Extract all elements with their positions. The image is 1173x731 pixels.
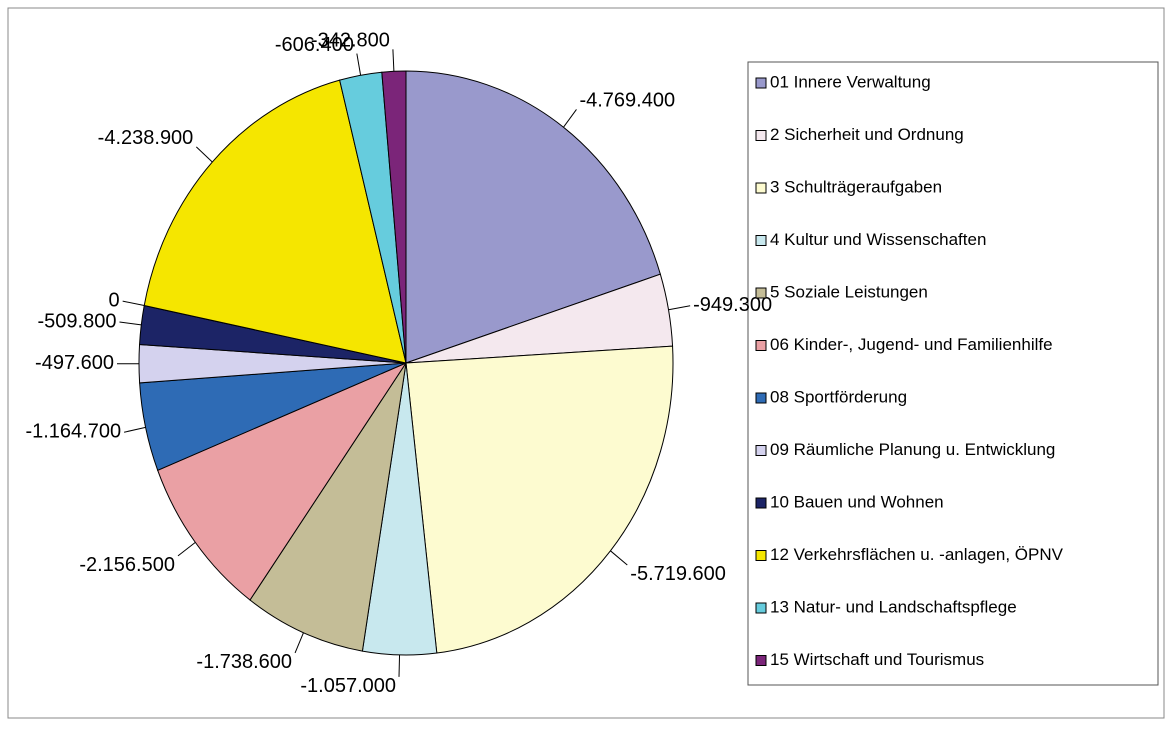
legend-swatch bbox=[756, 236, 766, 246]
legend-label: 09 Räumliche Planung u. Entwicklung bbox=[770, 440, 1055, 459]
legend-label: 13 Natur- und Landschaftspflege bbox=[770, 597, 1017, 616]
legend-label: 12 Verkehrsflächen u. -anlagen, ÖPNV bbox=[770, 545, 1064, 564]
legend-label: 2 Sicherheit und Ordnung bbox=[770, 125, 964, 144]
data-label: -342.800 bbox=[311, 30, 390, 52]
legend-swatch bbox=[756, 78, 766, 88]
legend-swatch bbox=[756, 183, 766, 193]
legend-label: 5 Soziale Leistungen bbox=[770, 282, 928, 301]
data-label: -4.238.900 bbox=[98, 127, 194, 149]
data-label: -1.738.600 bbox=[196, 651, 292, 673]
data-label: -1.057.000 bbox=[300, 675, 396, 697]
legend-swatch bbox=[756, 446, 766, 456]
legend-swatch bbox=[756, 341, 766, 351]
data-label: -4.769.400 bbox=[579, 90, 675, 112]
legend-label: 3 Schulträgeraufgaben bbox=[770, 177, 942, 196]
data-label: -497.600 bbox=[35, 352, 114, 374]
legend-box bbox=[748, 62, 1158, 685]
data-label: -1.164.700 bbox=[25, 421, 121, 443]
data-label: -509.800 bbox=[38, 310, 117, 332]
legend-swatch bbox=[756, 288, 766, 298]
legend-label: 15 Wirtschaft und Tourismus bbox=[770, 650, 984, 669]
legend-label: 06 Kinder-, Jugend- und Familienhilfe bbox=[770, 335, 1053, 354]
legend-label: 01 Innere Verwaltung bbox=[770, 72, 931, 91]
data-label: 0 bbox=[109, 289, 120, 311]
data-label: -5.719.600 bbox=[630, 563, 726, 585]
legend-swatch bbox=[756, 393, 766, 403]
legend-label: 10 Bauen und Wohnen bbox=[770, 492, 944, 511]
legend-swatch bbox=[756, 656, 766, 666]
leader-line bbox=[399, 655, 400, 677]
legend-swatch bbox=[756, 498, 766, 508]
data-label: -2.156.500 bbox=[79, 554, 175, 576]
legend-swatch bbox=[756, 551, 766, 561]
legend-label: 08 Sportförderung bbox=[770, 387, 907, 406]
legend-swatch bbox=[756, 131, 766, 141]
legend-swatch bbox=[756, 603, 766, 613]
legend-label: 4 Kultur und Wissenschaften bbox=[770, 230, 986, 249]
